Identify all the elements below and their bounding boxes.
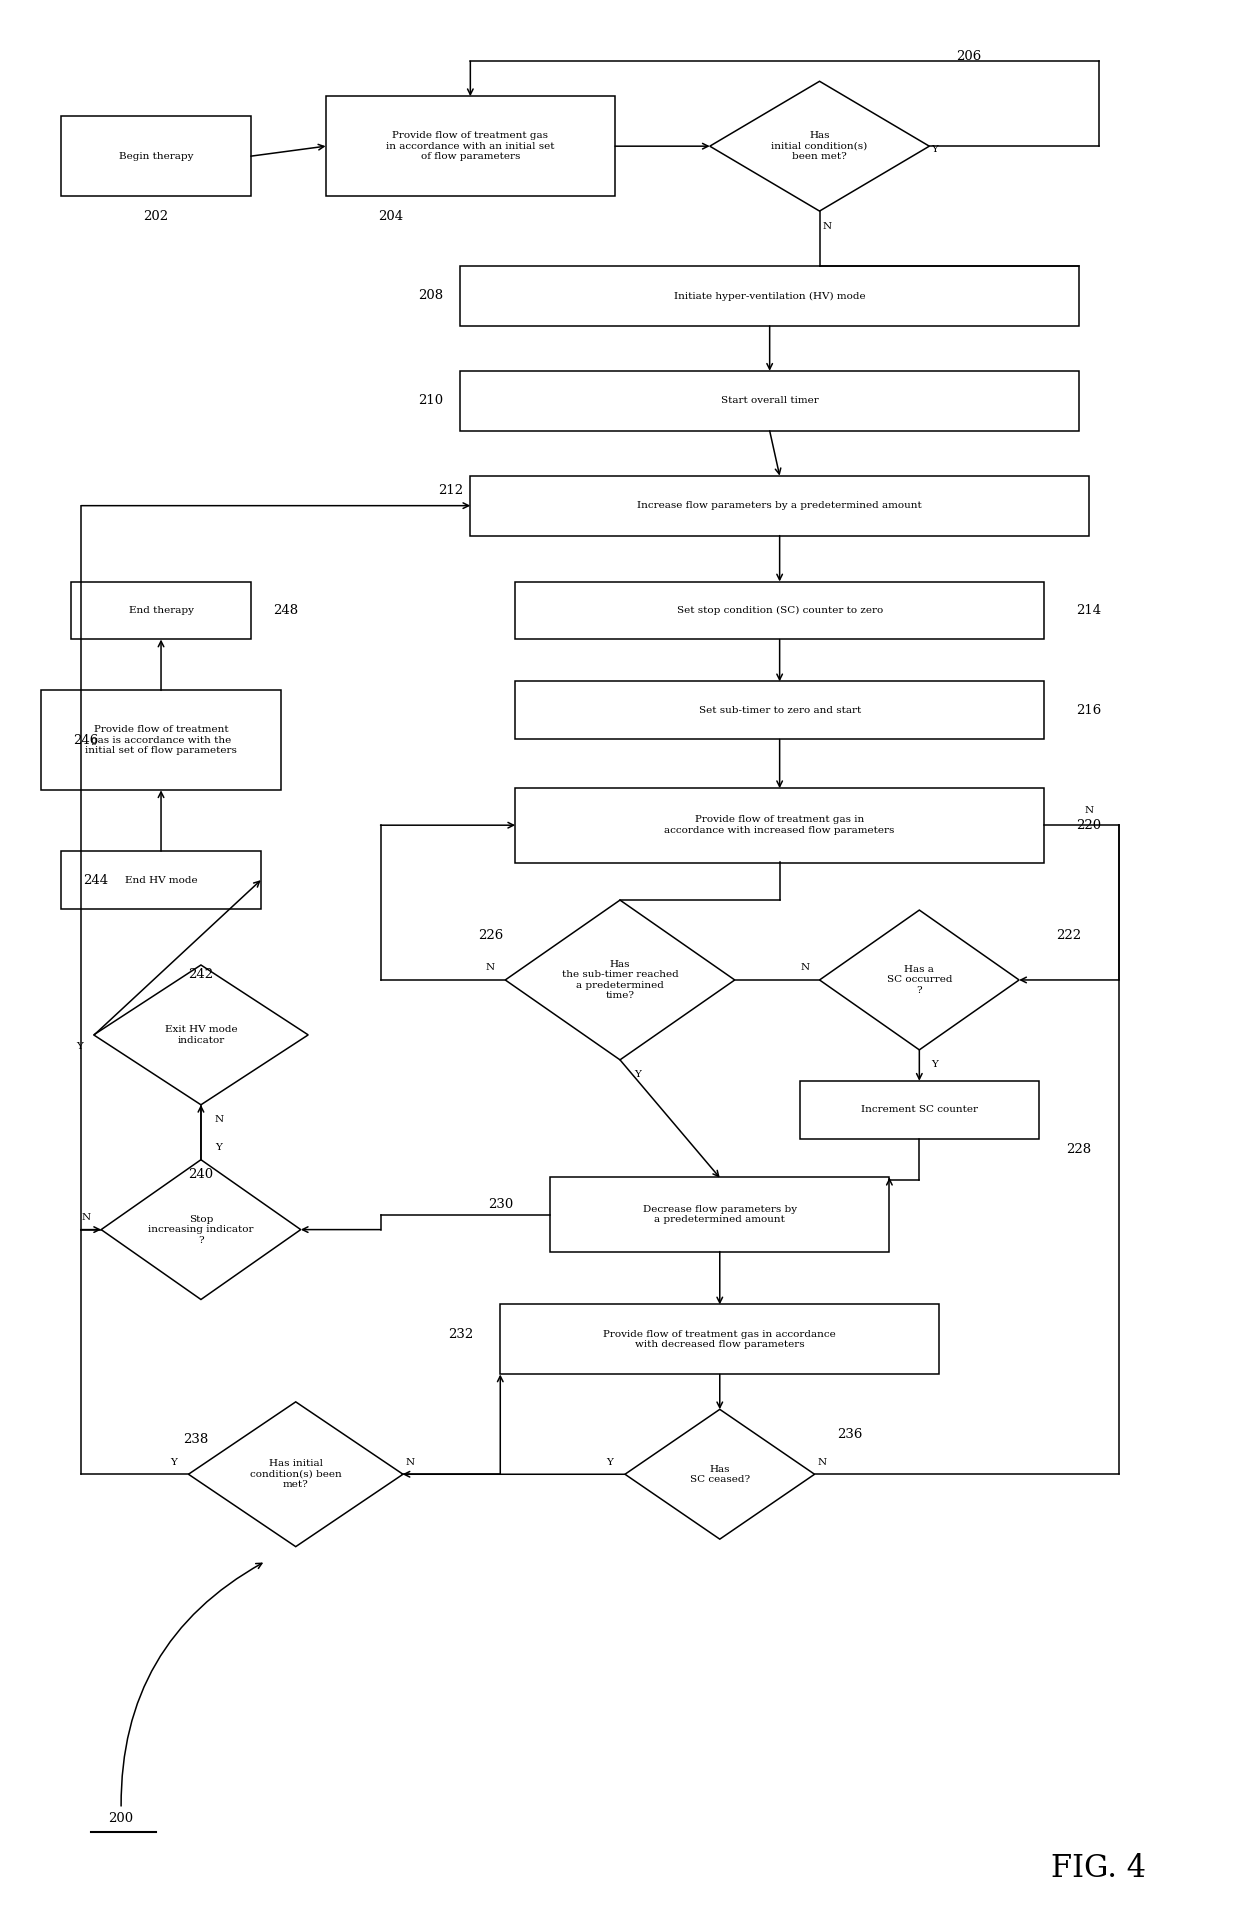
FancyBboxPatch shape (470, 475, 1089, 536)
Text: Decrease flow parameters by
a predetermined amount: Decrease flow parameters by a predetermi… (642, 1205, 797, 1224)
Text: 210: 210 (418, 395, 443, 408)
Text: 220: 220 (1076, 818, 1101, 832)
Text: Y: Y (171, 1458, 177, 1468)
Polygon shape (625, 1410, 815, 1539)
FancyBboxPatch shape (460, 266, 1079, 326)
Text: 204: 204 (378, 209, 403, 222)
Text: Begin therapy: Begin therapy (119, 151, 193, 161)
Text: Initiate hyper-ventilation (HV) mode: Initiate hyper-ventilation (HV) mode (673, 291, 866, 301)
Polygon shape (820, 910, 1019, 1050)
Text: Increment SC counter: Increment SC counter (861, 1106, 978, 1115)
Polygon shape (709, 80, 929, 211)
Text: N: N (486, 964, 495, 973)
Text: 230: 230 (487, 1198, 513, 1211)
Text: N: N (800, 964, 810, 973)
Polygon shape (102, 1159, 301, 1299)
Polygon shape (188, 1403, 403, 1546)
Polygon shape (94, 966, 309, 1106)
Text: End HV mode: End HV mode (125, 876, 197, 885)
Text: 200: 200 (109, 1813, 134, 1826)
Text: 208: 208 (418, 289, 443, 303)
Text: 214: 214 (1076, 604, 1101, 617)
Text: Has
initial condition(s)
been met?: Has initial condition(s) been met? (771, 132, 868, 161)
Text: Start overall timer: Start overall timer (720, 397, 818, 406)
Text: Increase flow parameters by a predetermined amount: Increase flow parameters by a predetermi… (637, 502, 923, 510)
Text: 206: 206 (956, 50, 982, 63)
Text: Has
SC ceased?: Has SC ceased? (689, 1464, 750, 1485)
Text: Provide flow of treatment
gas is accordance with the
initial set of flow paramet: Provide flow of treatment gas is accorda… (86, 726, 237, 755)
FancyBboxPatch shape (71, 582, 250, 640)
Text: Provide flow of treatment gas
in accordance with an initial set
of flow paramete: Provide flow of treatment gas in accorda… (386, 132, 554, 161)
Text: Set stop condition (SC) counter to zero: Set stop condition (SC) counter to zero (677, 605, 883, 615)
Text: 240: 240 (188, 1169, 213, 1180)
Text: Set sub-timer to zero and start: Set sub-timer to zero and start (698, 705, 861, 715)
FancyBboxPatch shape (326, 96, 615, 195)
Text: 202: 202 (144, 209, 169, 222)
Text: Y: Y (216, 1144, 222, 1152)
FancyBboxPatch shape (800, 1081, 1039, 1138)
Text: Stop
increasing indicator
?: Stop increasing indicator ? (149, 1215, 254, 1245)
Text: 242: 242 (188, 968, 213, 981)
Text: 226: 226 (477, 929, 503, 941)
FancyBboxPatch shape (460, 372, 1079, 431)
Text: N: N (818, 1458, 827, 1468)
Text: 212: 212 (438, 485, 463, 496)
Text: 244: 244 (83, 874, 109, 887)
Polygon shape (505, 901, 735, 1060)
FancyBboxPatch shape (500, 1305, 939, 1374)
Text: N: N (823, 222, 832, 230)
FancyBboxPatch shape (61, 117, 250, 195)
Text: 246: 246 (73, 734, 99, 747)
Text: Has
the sub-timer reached
a predetermined
time?: Has the sub-timer reached a predetermine… (562, 960, 678, 1000)
Text: 232: 232 (448, 1328, 472, 1341)
FancyBboxPatch shape (551, 1176, 889, 1251)
Text: N: N (1085, 807, 1094, 814)
Text: 236: 236 (837, 1427, 862, 1441)
Text: Y: Y (606, 1458, 614, 1468)
FancyBboxPatch shape (516, 582, 1044, 640)
FancyBboxPatch shape (516, 787, 1044, 862)
Text: End therapy: End therapy (129, 605, 193, 615)
Text: 222: 222 (1056, 929, 1081, 941)
Text: Provide flow of treatment gas in accordance
with decreased flow parameters: Provide flow of treatment gas in accorda… (604, 1330, 836, 1349)
Text: 248: 248 (273, 604, 299, 617)
Text: Y: Y (635, 1071, 641, 1079)
FancyBboxPatch shape (516, 682, 1044, 740)
Text: N: N (82, 1213, 91, 1222)
FancyBboxPatch shape (61, 851, 260, 908)
Text: 238: 238 (184, 1433, 208, 1447)
Text: Y: Y (931, 1060, 937, 1069)
Text: Y: Y (931, 146, 937, 153)
Text: Has initial
condition(s) been
met?: Has initial condition(s) been met? (249, 1460, 341, 1489)
Text: N: N (215, 1115, 223, 1125)
Text: 228: 228 (1066, 1144, 1091, 1155)
Text: Provide flow of treatment gas in
accordance with increased flow parameters: Provide flow of treatment gas in accorda… (665, 816, 895, 835)
Text: FIG. 4: FIG. 4 (1052, 1853, 1147, 1883)
Text: N: N (405, 1458, 415, 1468)
Text: Y: Y (76, 1042, 83, 1052)
Text: Has a
SC occurred
?: Has a SC occurred ? (887, 966, 952, 994)
Text: 216: 216 (1076, 703, 1101, 717)
FancyBboxPatch shape (41, 690, 280, 789)
Text: Exit HV mode
indicator: Exit HV mode indicator (165, 1025, 237, 1044)
